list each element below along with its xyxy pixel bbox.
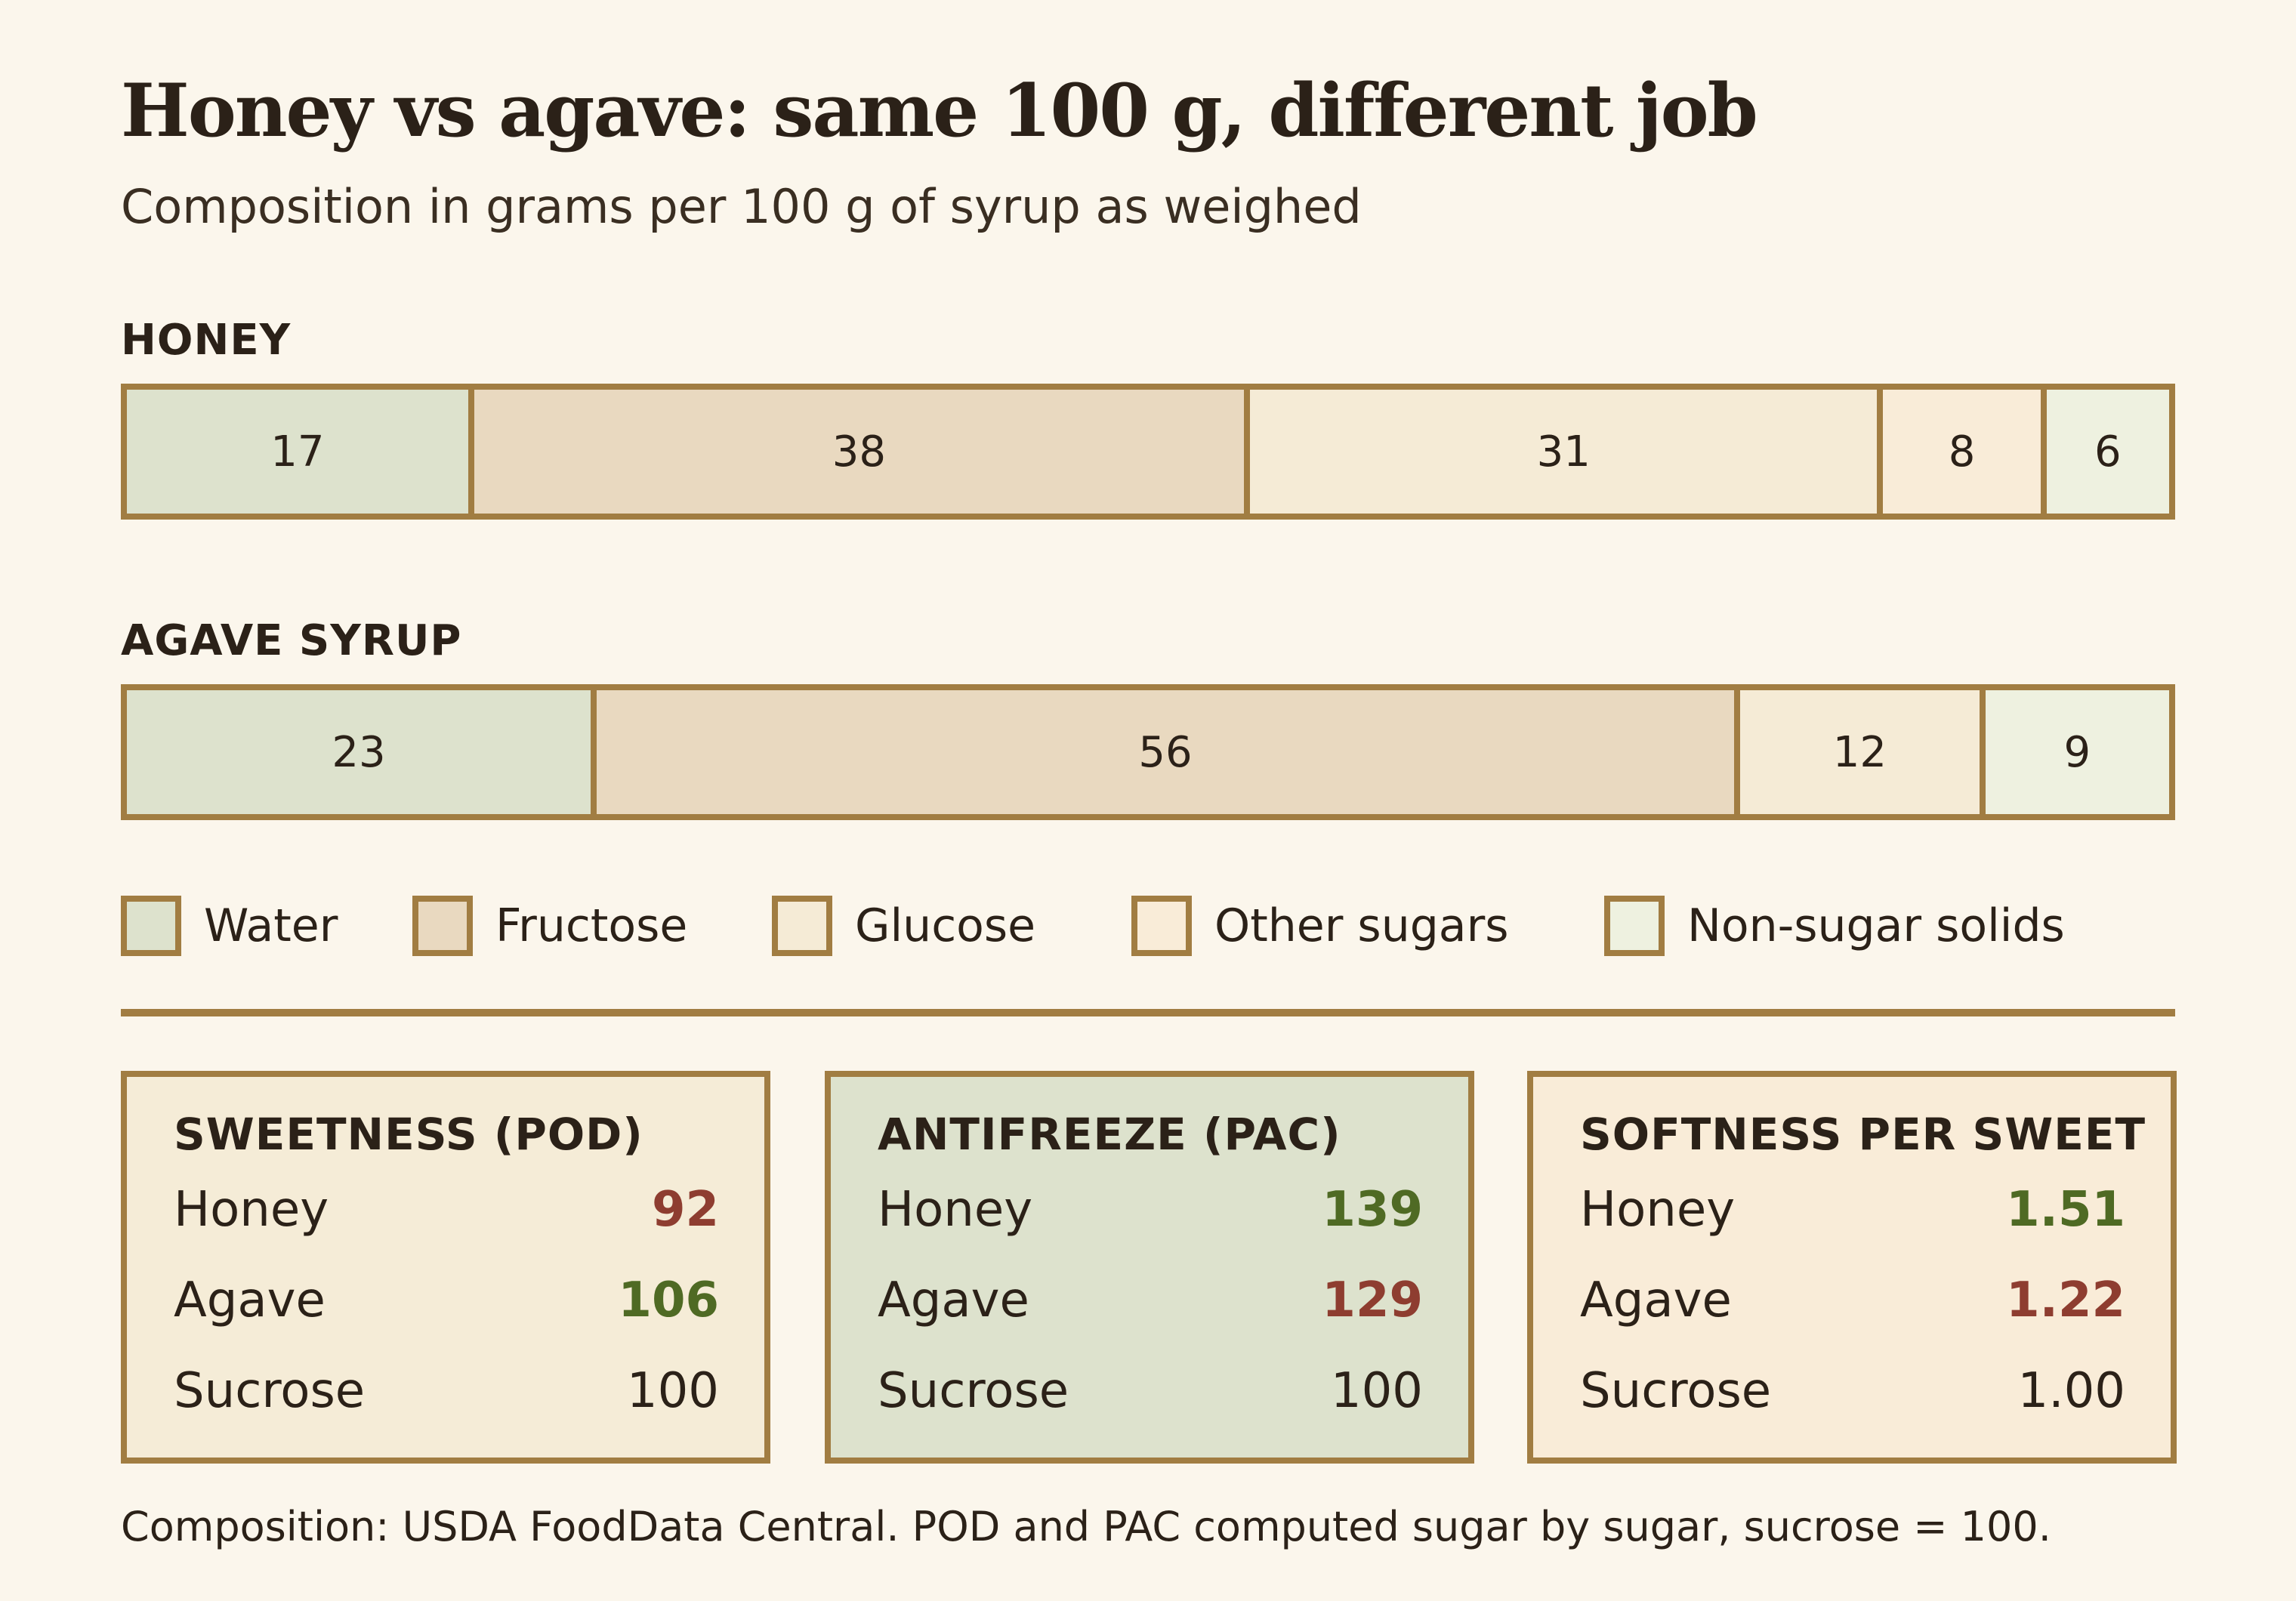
panel-row-honey: Honey 92 [174,1165,719,1255]
legend-label: Glucose [855,899,1036,952]
legend-label: Other sugars [1214,899,1509,952]
row-value: 92 [651,1182,719,1238]
panel-title: SWEETNESS (POD) [174,1109,643,1160]
panel-row-agave: Agave 129 [878,1255,1423,1346]
row-label: Agave [878,1272,1029,1328]
panel-title: SOFTNESS PER SWEET [1580,1109,2146,1160]
legend-item-fructose: Fructose [412,896,687,956]
legend-swatch [121,896,181,956]
legend-item-non-sugar-solids: Non-sugar solids [1604,896,2065,956]
legend-item-glucose: Glucose [772,896,1035,956]
legend-swatch [1604,896,1665,956]
legend-swatch [412,896,473,956]
legend-item-other-sugars: Other sugars [1131,896,1509,956]
bar-segment-honey-glucose: 31 [1250,390,1884,514]
bar-segment-honey-other-sugars: 8 [1883,390,2047,514]
bar-segment-agave-syrup-fructose: 56 [596,690,1741,814]
panel-softness: SOFTNESS PER SWEET Honey 1.51 Agave 1.22 Sucr… [1527,1071,2177,1464]
bar-segment-honey-water: 17 [127,390,474,514]
panel-row-sucrose: Sucrose 100 [878,1346,1423,1436]
row-value: 129 [1322,1272,1423,1328]
chart-title: Honey vs agave: same 100 g, different jo… [121,68,1758,153]
chart-subtitle: Composition in grams per 100 g of syrup … [121,179,1362,234]
stacked-bar-honey: 17 38 31 8 6 [121,384,2175,520]
row-label: Sucrose [878,1363,1069,1419]
row-label: Sucrose [174,1363,366,1419]
panel-row-honey: Honey 139 [878,1165,1423,1255]
bar-segment-agave-syrup-glucose: 12 [1740,690,1986,814]
row-value: 1.22 [2006,1272,2125,1328]
row-value: 1.51 [2006,1182,2125,1238]
panel-row-agave: Agave 1.22 [1580,1255,2125,1346]
stacked-bar-agave: 23 56 12 9 [121,684,2175,820]
panel-sweetness: SWEETNESS (POD) Honey 92 Agave 106 Sucrose 100 [121,1071,770,1464]
legend-label: Non-sugar solids [1687,899,2065,952]
panel-antifreeze: ANTIFREEZE (PAC) Honey 139 Agave 129 Sucrose 1… [825,1071,1474,1464]
legend-item-water: Water [121,896,338,956]
legend-label: Water [204,899,338,952]
row-label: Agave [1580,1272,1732,1328]
row-value: 106 [618,1272,719,1328]
row-value: 1.00 [2017,1363,2126,1419]
panel-row-sucrose: Sucrose 1.00 [1580,1346,2125,1436]
legend-label: Fructose [495,899,688,952]
divider [121,1009,2175,1016]
legend-swatch [1131,896,1192,956]
row-value: 100 [1330,1363,1423,1419]
bar-segment-honey-non-sugar-solids: 6 [2046,390,2169,514]
panel-row-agave: Agave 106 [174,1255,719,1346]
legend-swatch [772,896,832,956]
row-value: 100 [626,1363,719,1419]
footnote: Composition: USDA FoodData Central. POD … [121,1503,2051,1550]
bar-segment-agave-syrup-water: 23 [127,690,597,814]
row-label: Honey [1580,1182,1736,1238]
bar-label-honey: HONEY [121,316,292,365]
bar-segment-honey-fructose: 38 [474,390,1251,514]
row-label: Honey [878,1182,1033,1238]
panel-row-sucrose: Sucrose 100 [174,1346,719,1436]
panel-row-honey: Honey 1.51 [1580,1165,2125,1255]
row-value: 139 [1322,1182,1423,1238]
row-label: Sucrose [1580,1363,1772,1419]
panel-title: ANTIFREEZE (PAC) [878,1109,1341,1160]
bar-segment-agave-syrup-non-sugar-solids: 9 [1985,690,2169,814]
bar-label-agave: AGAVE SYRUP [121,616,462,665]
row-label: Honey [174,1182,329,1238]
row-label: Agave [174,1272,326,1328]
legend: Water Fructose Glucose Other sugars Non-suga… [121,896,2175,956]
